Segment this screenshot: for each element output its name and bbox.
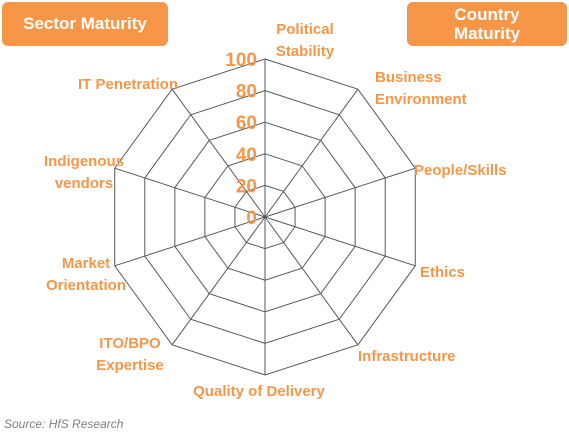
spoke-9 <box>114 167 266 218</box>
tick-label-100: 100 <box>225 50 257 71</box>
tick-label-80: 80 <box>236 82 257 103</box>
axis-label-ito-bpo-expertise: ITO/BPO Expertise <box>96 335 164 374</box>
tick-label-20: 20 <box>236 176 257 197</box>
spoke-5 <box>264 216 359 346</box>
axis-label-ethics: Ethics <box>420 264 465 281</box>
sector-maturity-label: Sector Maturity <box>23 14 147 33</box>
spoke-2 <box>264 88 359 218</box>
spoke-3 <box>264 167 416 218</box>
axis-label-infrastructure: Infrastructure <box>358 348 456 365</box>
spoke-4 <box>264 216 416 267</box>
spoke-8 <box>114 216 266 267</box>
tick-label-0: 0 <box>246 208 257 229</box>
country-maturity-box: Country Maturity <box>407 2 567 46</box>
sector-maturity-box: Sector Maturity <box>2 2 168 46</box>
source-note: Source: HfS Research <box>4 417 124 431</box>
axis-label-quality-of-delivery: Quality of Delivery <box>193 383 325 400</box>
tick-label-60: 60 <box>236 113 257 134</box>
axis-label-indigenous-vendors: Indigenous vendors <box>44 153 124 192</box>
country-maturity-line1: Country <box>454 5 520 24</box>
spoke-7 <box>171 216 266 346</box>
tick-label-40: 40 <box>236 145 257 166</box>
spoke-10 <box>171 88 266 218</box>
axis-label-political-stability: Political Stability <box>276 21 335 60</box>
axis-label-business-environment: Business Environment <box>375 69 467 108</box>
axis-label-it-penetration: IT Penetration <box>78 76 178 93</box>
axis-label-people-skills: People/Skills <box>414 162 507 179</box>
axis-label-market-orientation: Market Orientation <box>46 255 126 294</box>
country-maturity-line2: Maturity <box>453 24 521 43</box>
